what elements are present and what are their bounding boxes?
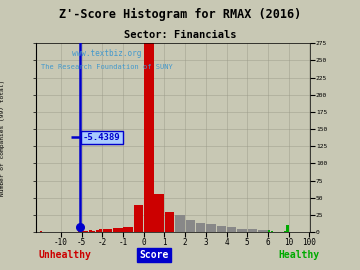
Bar	[258, 230, 267, 232]
Bar	[217, 226, 226, 232]
Text: www.textbiz.org: www.textbiz.org	[72, 49, 141, 58]
Bar	[284, 231, 286, 232]
Text: Sector: Financials: Sector: Financials	[124, 30, 236, 40]
Bar	[268, 230, 270, 232]
Bar	[89, 230, 92, 232]
Bar	[77, 231, 80, 232]
Bar	[67, 231, 69, 232]
Bar	[103, 229, 112, 232]
Bar	[92, 231, 95, 232]
Bar	[61, 231, 63, 232]
Text: Z'-Score Histogram for RMAX (2016): Z'-Score Histogram for RMAX (2016)	[59, 8, 301, 21]
Bar	[134, 205, 143, 232]
Text: Score: Score	[139, 250, 169, 260]
Bar	[99, 230, 102, 232]
Text: The Research Foundation of SUNY: The Research Foundation of SUNY	[41, 64, 173, 70]
Bar	[144, 43, 154, 232]
Bar	[80, 230, 81, 232]
Bar	[271, 231, 273, 232]
Bar	[154, 194, 164, 232]
Bar	[286, 225, 289, 232]
Bar	[82, 231, 85, 232]
Bar	[196, 222, 206, 232]
Bar	[123, 227, 133, 232]
Bar	[85, 231, 88, 232]
Text: -5.4389: -5.4389	[83, 133, 121, 142]
Bar	[281, 231, 283, 232]
Bar	[175, 215, 185, 232]
Bar	[227, 227, 237, 232]
Bar	[276, 231, 278, 232]
Bar	[95, 230, 99, 232]
Bar	[73, 231, 75, 232]
Bar	[113, 228, 122, 232]
Bar	[273, 231, 276, 232]
Bar	[185, 220, 195, 232]
Bar	[206, 224, 216, 232]
Text: Unhealthy: Unhealthy	[39, 250, 91, 260]
Bar	[49, 231, 50, 232]
Bar	[237, 229, 247, 232]
Bar	[278, 231, 281, 232]
Bar	[248, 230, 257, 232]
Y-axis label: Number of companies (997 total): Number of companies (997 total)	[0, 80, 5, 196]
Bar	[40, 231, 42, 232]
Bar	[165, 212, 174, 232]
Text: Healthy: Healthy	[278, 250, 320, 260]
